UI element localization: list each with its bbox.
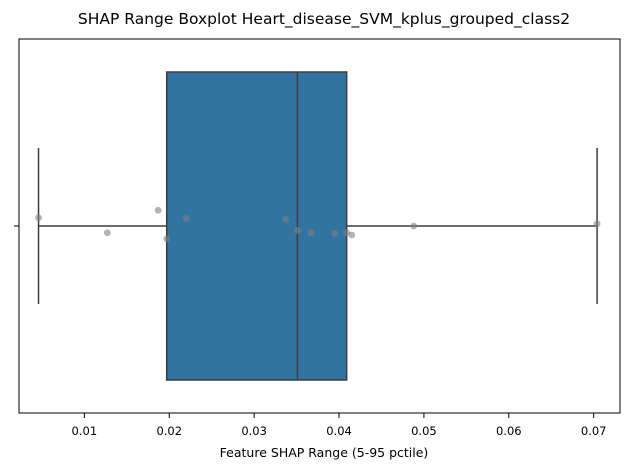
x-tick-label-7: 0.07 <box>581 424 607 438</box>
iqr-box <box>165 71 348 381</box>
data-point-2 <box>103 229 111 237</box>
x-tick-label-1: 0.01 <box>72 424 98 438</box>
data-point-12 <box>410 222 418 230</box>
data-point-8 <box>307 229 315 237</box>
data-point-11 <box>348 231 356 239</box>
x-tick-label-4: 0.04 <box>326 424 352 438</box>
plot-area: 0.01 0.02 0.03 0.04 0.05 0.06 0.07 <box>14 38 621 438</box>
data-point-13 <box>593 220 601 228</box>
data-point-4 <box>163 235 171 243</box>
data-point-5 <box>182 215 190 222</box>
data-point-3 <box>154 206 162 214</box>
data-point-10 <box>343 229 351 237</box>
x-tick-label-5: 0.05 <box>411 424 437 438</box>
data-point-1 <box>35 214 42 222</box>
data-point-9 <box>331 230 339 237</box>
x-tick-label-6: 0.06 <box>496 424 522 438</box>
x-tick-label-2: 0.02 <box>156 424 182 438</box>
data-point-7 <box>294 227 301 234</box>
x-axis-label: Feature SHAP Range (5-95 pctile) <box>220 445 429 460</box>
data-point-6 <box>282 215 289 223</box>
x-tick-label-3: 0.03 <box>241 424 267 438</box>
chart-title: SHAP Range Boxplot Heart_disease_SVM_kpl… <box>78 10 570 29</box>
